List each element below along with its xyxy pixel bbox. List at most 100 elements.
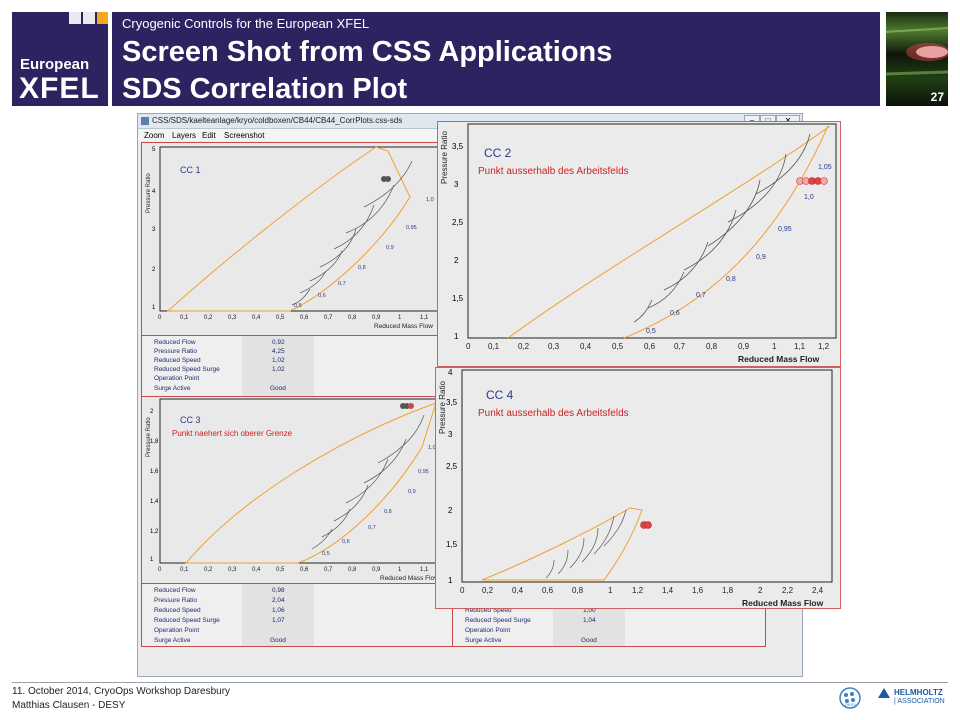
cc3-xtick: 0,4 (252, 567, 261, 573)
cc3-xtick: 0,5 (276, 567, 285, 573)
cc4-xtick: 1,4 (662, 586, 674, 595)
cc3-ytick: 1,8 (150, 439, 159, 445)
cc4-value-reduced-speed-surge: 1,04 (583, 617, 596, 624)
cc3-title: CC 3 (180, 415, 201, 425)
cc3-speed-label: 1,0 (428, 445, 436, 451)
cc3-xtick: 0,6 (300, 567, 309, 573)
cc1-xtick: 0 (158, 315, 162, 321)
cc2-xtick: 0,8 (706, 342, 718, 351)
cc1-ytick: 5 (152, 147, 156, 153)
menu-zoom[interactable]: Zoom (144, 131, 165, 140)
cc3-ytick: 1,6 (150, 469, 159, 475)
cc3-label-surge-active: Surge Active (154, 637, 191, 644)
cc3-label-reduced-speed-surge: Reduced Speed Surge (154, 617, 220, 624)
page-number: 27 (930, 90, 944, 104)
cc3-value-reduced-speed-surge: 1,07 (272, 617, 285, 624)
cc3-plot-svg (159, 398, 441, 564)
cc4-xtick: 1,6 (692, 586, 704, 595)
footer-divider (12, 682, 948, 683)
cc2-xtick: 1,2 (818, 342, 830, 351)
menu-layers[interactable]: Layers (172, 131, 197, 140)
cc3-value-reduced-speed: 1,06 (272, 607, 285, 614)
cc3-speed-label: 0,95 (418, 469, 429, 475)
cc2-xtick: 0 (466, 342, 471, 351)
cc2-xtick: 0,2 (518, 342, 530, 351)
footer-event-date: 11. October 2014, CryoOps Workshop Dares… (12, 686, 231, 697)
cc4-xtick: 0,2 (482, 586, 494, 595)
desy-logo: DESY (838, 686, 862, 710)
cc3-ytick: 1 (150, 557, 154, 563)
logo-square-orange (97, 12, 108, 24)
cc1-speed-label: 0,7 (338, 281, 346, 287)
logo-square (83, 12, 95, 24)
cc3-label-operation-point: Operation Point (154, 627, 200, 634)
header-subtitle: Cryogenic Controls for the European XFEL (122, 16, 370, 31)
readout-table-cc3: Reduced Flow 0,98 Pressure Ratio 2,04 Re… (141, 583, 453, 647)
desy-logo-icon (839, 687, 861, 709)
cc2-speed-label: 0,8 (726, 276, 736, 283)
laser-beam-graphic (886, 27, 948, 76)
cc1-label-pressure-ratio: Pressure Ratio (154, 348, 197, 355)
cc3-ytick: 1,4 (150, 499, 159, 505)
cc1-xtick: 0,3 (228, 315, 237, 321)
readout-value-column (242, 584, 314, 646)
cc3-value-surge-active: Good (270, 637, 286, 644)
cc4-label-surge-active: Surge Active (465, 637, 502, 644)
cc3-xtick: 0,1 (180, 567, 189, 573)
cc3-xtick: 1,1 (420, 567, 429, 573)
cc4-xtick: 1,2 (632, 586, 644, 595)
cc4-xtick: 0 (460, 586, 465, 595)
cc2-ytick: 1 (454, 332, 459, 341)
european-xfel-logo: European XFEL (12, 12, 108, 106)
cc3-value-reduced-flow: 0,98 (272, 587, 285, 594)
page-title-line2: SDS Correlation Plot (122, 73, 408, 105)
cc1-speed-label: 0,5 (294, 303, 302, 309)
cc2-x-ticks: 0 0,1 0,2 0,3 0,4 0,5 0,6 0,7 0,8 0,9 1 … (466, 342, 836, 352)
cc4-xtick: 1 (608, 586, 613, 595)
cc4-label-reduced-speed: Reduced Speed (465, 607, 512, 614)
cc3-speed-label: 0,7 (368, 525, 376, 531)
cc2-xtick: 1 (772, 342, 777, 351)
logo-squares (12, 12, 108, 24)
cc1-speed-label: 1,0 (426, 197, 434, 203)
cc1-label-surge-active: Surge Active (154, 385, 191, 392)
cc1-label-reduced-speed-surge: Reduced Speed Surge (154, 366, 220, 373)
cc2-title: CC 2 (484, 146, 512, 160)
logo-text-xfel: XFEL (19, 72, 100, 105)
cc1-xtick: 0,2 (204, 315, 213, 321)
cc1-speed-label: 0,6 (318, 293, 326, 299)
cc4-ytick: 2,5 (446, 462, 458, 471)
header-laser-image: 27 (886, 12, 948, 106)
cc2-xtick: 0,6 (644, 342, 656, 351)
page-title: Screen Shot from CSS Applications (122, 36, 613, 68)
cc2-speed-label: 0,95 (778, 226, 792, 233)
cc4-value-surge-active: Good (581, 637, 597, 644)
cc1-plot-svg (159, 146, 441, 312)
footer-author: Matthias Clausen - DESY (12, 700, 126, 711)
cc4-x-axis-label: Reduced Mass Flow (742, 598, 824, 608)
cc3-xtick: 0,8 (348, 567, 357, 573)
cc2-ytick: 1,5 (452, 294, 464, 303)
menu-edit[interactable]: Edit (202, 131, 216, 140)
cc1-xtick: 1 (398, 315, 402, 321)
plot-panel-cc4: CC 4 Punkt ausserhalb des Arbeitsfelds P… (435, 367, 841, 609)
cc3-speed-label: 0,6 (342, 539, 350, 545)
cc2-plot-svg (467, 123, 837, 339)
cc3-xtick: 0,2 (204, 567, 213, 573)
helmholtz-logo-text: HELMHOLTZ (894, 688, 943, 697)
menu-screenshot[interactable]: Screenshot (224, 131, 265, 140)
cc3-speed-label: 0,8 (384, 509, 392, 515)
cc2-ytick: 3,5 (452, 142, 464, 151)
cc2-x-axis-label: Reduced Mass Flow (738, 354, 820, 364)
cc3-x-axis-label: Reduced Mass Flow (380, 575, 439, 582)
cc2-xtick: 0,3 (548, 342, 560, 351)
readout-value-column (242, 336, 314, 396)
readout-value-column (553, 603, 625, 646)
cc3-speed-label: 0,9 (408, 489, 416, 495)
cc1-xtick: 0,9 (372, 315, 381, 321)
cc3-value-pressure-ratio: 2,04 (272, 597, 285, 604)
cc2-y-axis-label: Pressure Ratio (440, 131, 449, 184)
cc1-speed-label: 0,8 (358, 265, 366, 271)
readout-table-cc4: Reduced Speed 1,00 Reduced Speed Surge 1… (452, 602, 766, 647)
cc1-value-reduced-flow: 0,92 (272, 339, 285, 346)
